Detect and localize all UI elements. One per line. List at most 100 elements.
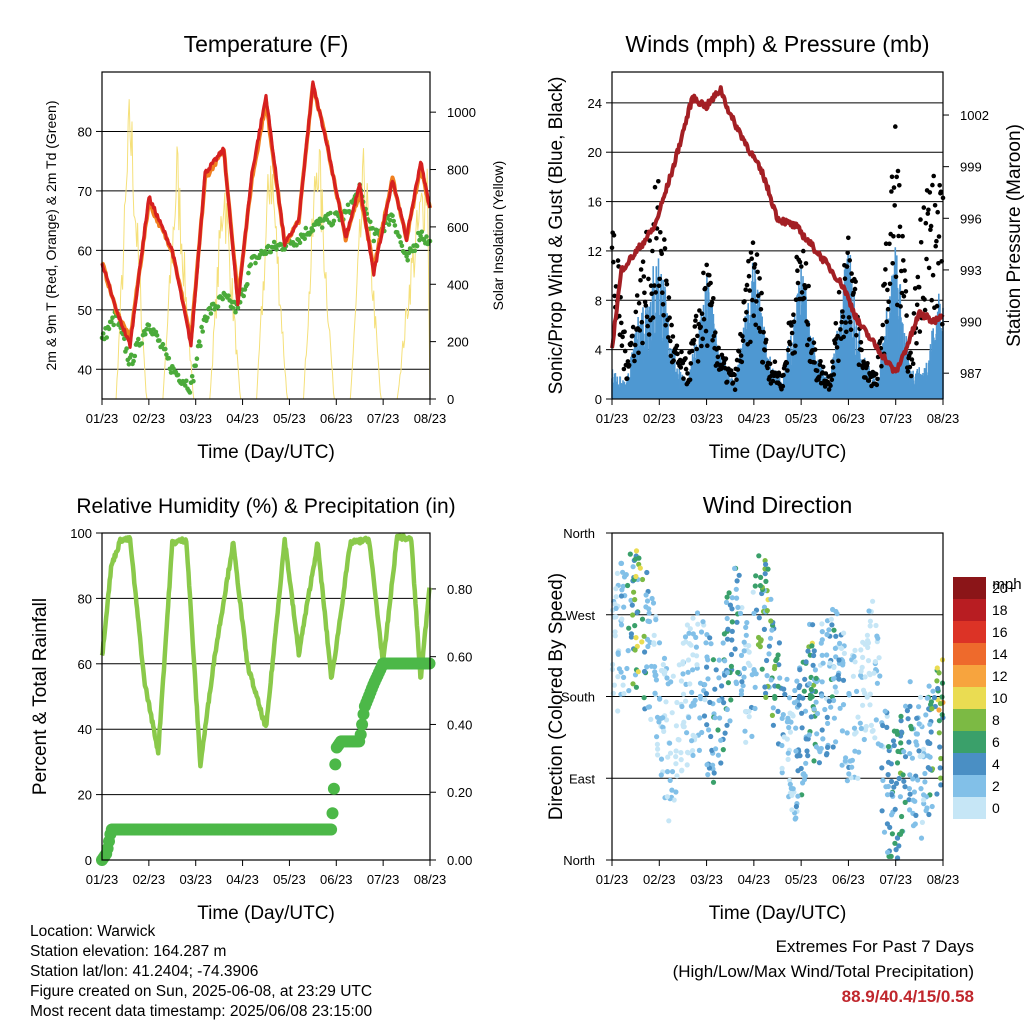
wind-direction-point: [699, 729, 705, 736]
dewpoint-point: [235, 305, 241, 311]
wind-direction-point: [907, 679, 913, 685]
y-tick-label: North: [563, 853, 595, 868]
wind-gust-point: [749, 256, 754, 262]
wind-direction-point: [751, 610, 757, 617]
wind-direction-point: [837, 705, 843, 711]
wind-direction-point: [848, 775, 854, 781]
wind-direction-point: [913, 812, 919, 819]
wind-direction-point: [796, 695, 803, 701]
x-tick-label: 07/23: [367, 872, 400, 887]
x-tick-label: 08/23: [927, 872, 960, 887]
dewpoint-point: [345, 202, 351, 208]
wind-direction-point: [676, 662, 682, 668]
wind-direction-point: [690, 752, 696, 759]
wind-gust-point: [936, 261, 941, 266]
dewpoint-point: [397, 234, 402, 239]
wind-gust-point: [693, 313, 699, 319]
dewpoint-point: [419, 229, 425, 235]
wind-direction-point: [880, 722, 886, 729]
wind-direction-point: [679, 703, 685, 710]
wind-direction-point: [732, 565, 738, 572]
wind-gust-point: [662, 246, 668, 251]
wind-direction-point: [907, 807, 913, 813]
wind-direction-point: [708, 641, 714, 647]
wind-direction-point: [718, 760, 724, 766]
wind-direction-point: [779, 765, 785, 772]
wind-direction-point: [763, 578, 769, 585]
wind-direction-point: [710, 657, 717, 663]
wind-direction-point: [795, 768, 801, 774]
y-tick-label: 40: [78, 722, 92, 737]
wind-direction-point: [907, 703, 913, 710]
wind-direction-point: [888, 853, 894, 860]
wind-direction-point: [756, 553, 762, 559]
x-tick-label: 08/23: [927, 411, 960, 426]
wind-direction-point: [746, 708, 752, 714]
x-tick-label: 02/23: [133, 411, 166, 426]
wind-direction-point: [824, 631, 830, 638]
wind-gust-point: [650, 248, 655, 254]
wind-gust-point: [889, 189, 894, 194]
wind-gust-point: [840, 309, 845, 314]
wind-direction-point: [891, 784, 897, 790]
y-tick-label: 0: [595, 392, 602, 407]
wind-direction-point: [621, 604, 627, 610]
wind-gust-point: [613, 284, 619, 289]
wind-direction-point: [627, 551, 633, 557]
wind-gust-point: [632, 342, 638, 348]
wind-direction-point: [860, 654, 866, 661]
wind-gust-point: [668, 338, 673, 344]
wind-direction-point: [633, 573, 639, 580]
wind-direction-point: [907, 791, 913, 797]
wind-gust-point: [753, 322, 758, 328]
wind-gust-point: [897, 224, 903, 230]
wind-direction-point: [792, 687, 798, 694]
wind-gust-point: [847, 258, 852, 263]
dewpoint-point: [268, 249, 274, 255]
panel-title: Relative Humidity (%) & Precipitation (i…: [76, 495, 455, 518]
wind-gust-point: [931, 173, 936, 179]
wind-gust-point: [795, 280, 801, 286]
wind-direction-point: [612, 629, 618, 635]
wind-direction-point: [652, 673, 658, 679]
wind-gust-point: [747, 288, 752, 293]
x-tick-label: 08/23: [414, 411, 447, 426]
wind-direction-point: [629, 602, 635, 608]
wind-gust-point: [799, 264, 804, 269]
wind-direction-point: [720, 747, 726, 753]
wind-gust-point: [893, 124, 898, 129]
wind-direction-point: [867, 672, 873, 678]
wind-direction-point: [732, 646, 738, 652]
wind-direction-point: [811, 648, 817, 654]
wind-direction-point: [742, 728, 748, 734]
colorbar-swatch: [953, 599, 986, 621]
wind-gust-point: [703, 285, 708, 291]
y-tick-label: 60: [78, 657, 92, 672]
dewpoint-point: [266, 243, 271, 249]
wind-direction-point: [746, 649, 752, 655]
wind-gust-point: [890, 261, 895, 266]
wind-direction-point: [809, 643, 815, 649]
wind-direction-point: [785, 756, 791, 763]
dewpoint-point: [198, 343, 203, 349]
wind-direction-point: [749, 733, 755, 740]
wind-direction-point: [752, 583, 758, 589]
wind-direction-point: [846, 690, 852, 697]
wind-direction-point: [819, 679, 825, 685]
wind-gust-point: [784, 360, 790, 366]
wind-direction-point: [914, 715, 920, 721]
dewpoint-point: [414, 243, 420, 249]
wind-direction-point: [785, 750, 791, 756]
wind-direction-point: [612, 601, 618, 607]
wind-direction-point: [718, 737, 724, 743]
wind-direction-point: [636, 555, 642, 561]
wind-direction-point: [836, 676, 842, 682]
wind-direction-point: [618, 622, 625, 628]
wind-direction-point: [902, 784, 908, 790]
wind-gust-point: [928, 227, 933, 232]
dewpoint-point: [245, 282, 250, 287]
dewpoint-point: [207, 305, 213, 311]
wind-direction-point: [722, 658, 728, 664]
wind-gust-point: [664, 281, 670, 287]
dewpoint-point: [248, 262, 254, 267]
